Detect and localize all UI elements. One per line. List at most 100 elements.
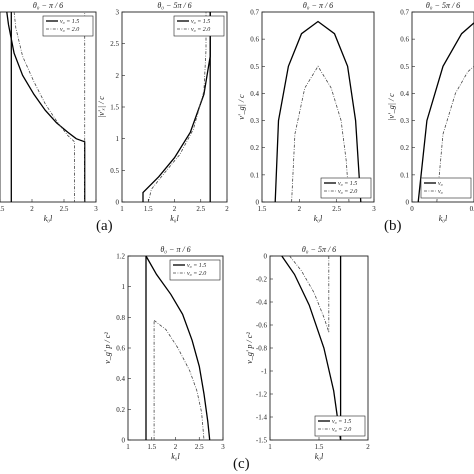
y-tick-label: 0	[256, 199, 260, 207]
x-tick-label: 3	[372, 205, 376, 213]
y-tick-label: 0.7	[400, 9, 409, 17]
panel-title: θ₀ − π / 6	[160, 245, 190, 254]
y-tick-label: 0.7	[250, 9, 259, 17]
x-tick-label: 0.5	[470, 205, 474, 213]
y-tick-label: 3	[116, 9, 120, 17]
caption-b: (b)	[384, 218, 402, 234]
y-tick-label: -1.2	[256, 391, 268, 399]
y-tick-label: 0.2	[400, 144, 409, 152]
y-tick-label: 0.6	[250, 36, 259, 44]
plot-frame	[261, 11, 375, 203]
panel-title: θ₀ − 5π / 6	[426, 1, 460, 10]
series-line	[153, 320, 205, 441]
x-tick-label: 2	[225, 205, 229, 213]
plot-frame	[0, 11, 97, 203]
legend-label: v₀ = 1.5	[60, 19, 79, 25]
x-tick-label: 2	[366, 443, 370, 451]
y-tick-label: -1	[261, 368, 267, 376]
x-axis-label: k₀l	[314, 214, 323, 223]
x-tick-label: 0	[410, 205, 414, 213]
plot-frame	[269, 255, 369, 441]
x-axis-label: k₀l	[171, 452, 180, 461]
panel-c2: θ₀ − 5π / 6 1 1.5 2 0 -0.2 -0.4 -0.6 -0.8 -1 -1.2 -…	[245, 245, 370, 461]
y-axis-label: |v'ₓ| / c	[97, 96, 106, 118]
y-tick-label: 0.3	[400, 117, 409, 125]
panel-title: θ₀ − π / 6	[33, 1, 63, 10]
series-line	[145, 255, 211, 441]
series-line	[417, 22, 474, 203]
x-axis-label: k₀l	[315, 452, 324, 461]
x-axis-label: k₀l	[170, 214, 179, 223]
y-tick-label: 0.1	[250, 171, 259, 179]
y-tick-label: 0.4	[250, 90, 259, 98]
y-tick-label: 0	[264, 253, 268, 261]
y-tick-label: 0.5	[110, 167, 119, 175]
legend-label: v₀ = 2.0	[338, 189, 357, 195]
series-line	[436, 65, 474, 203]
y-axis-label: |v'_g| / c	[387, 93, 396, 121]
series-line	[147, 12, 207, 203]
x-tick-label: 2	[174, 443, 178, 451]
legend-label: v₀	[438, 181, 443, 187]
x-tick-label: 2.5	[195, 443, 204, 451]
x-tick-label: 2	[298, 205, 302, 213]
y-tick-label: 1	[116, 135, 120, 143]
y-tick-label: -0.8	[256, 345, 268, 353]
panel-a2: θ₀ − 5π / 6 1 1.5 2 2.5 2 3 2.5 2 1.5 1 0.5 0 k₀l |v'ₓ…	[97, 1, 229, 223]
y-tick-label: 0.3	[250, 117, 259, 125]
y-tick-label: 1	[122, 283, 126, 291]
y-tick-label: 0.6	[116, 345, 125, 353]
plot-frame	[127, 255, 224, 441]
y-tick-label: -0.6	[256, 322, 268, 330]
y-tick-label: 0.5	[400, 63, 409, 71]
x-tick-label: 2	[173, 205, 177, 213]
y-tick-label: 0.6	[400, 36, 409, 44]
y-tick-label: -1.4	[256, 414, 268, 422]
caption-a: (a)	[96, 218, 113, 234]
legend-label: v₀ = 1.5	[332, 419, 351, 425]
x-tick-label: 1.5	[315, 443, 324, 451]
x-tick-label: 1.5	[258, 205, 267, 213]
panel-b2: θ₀ − 5π / 6 0 0.5 0.7 0.6 0.5 0.4 0.3 0.2 0.1 0 k₀l…	[387, 1, 474, 223]
y-tick-label: 0	[406, 199, 410, 207]
y-tick-label: 1.2	[116, 253, 125, 261]
x-tick-label: 2.5	[332, 205, 341, 213]
y-tick-label: 1.5	[110, 104, 119, 112]
x-tick-label: 1.5	[147, 443, 156, 451]
legend	[420, 177, 472, 199]
y-tick-label: 0.4	[116, 375, 125, 383]
plot-frame	[411, 11, 474, 203]
x-tick-label: 2.5	[60, 205, 69, 213]
legend-label: v₀ = 1.5	[187, 263, 206, 269]
series-line	[13, 11, 75, 202]
y-tick-label: -0.4	[256, 299, 268, 307]
series-line	[291, 65, 350, 203]
y-axis-label: v_g' p / c²	[103, 332, 112, 364]
y-tick-label: 0.8	[116, 314, 125, 322]
y-tick-label: 0.1	[400, 171, 409, 179]
y-tick-label: 0.5	[250, 63, 259, 71]
legend-label: v₀	[438, 189, 443, 195]
plot-frame	[121, 11, 228, 203]
x-tick-label: 1	[268, 443, 272, 451]
x-tick-label: 2	[30, 205, 34, 213]
x-tick-label: 1	[120, 205, 124, 213]
y-axis-label: v'_g| / c	[237, 94, 246, 120]
legend-label: v₀ = 2.0	[60, 27, 79, 33]
y-tick-label: 0	[122, 437, 126, 445]
y-tick-label: -1.5	[256, 437, 268, 445]
y-tick-label: 0.2	[116, 406, 125, 414]
x-tick-label: 1	[126, 443, 130, 451]
panel-c1: θ₀ − π / 6 1 1.5 2 2.5 3 1.2 1 0.8 0.6 0.4 0.2 0 k₀l v…	[103, 245, 225, 461]
series-line	[289, 255, 330, 333]
panel-a1: θ₀ − π / 6 1.5 2 2.5 3 k₀l v₀ = 1.5 v₀ = 2.0	[0, 1, 98, 223]
legend-label: v₀ = 2.0	[187, 271, 206, 277]
y-tick-label: -0.2	[256, 276, 268, 284]
legend-label: v₀ = 1.5	[338, 181, 357, 187]
panel-title: θ₀ − 5π / 6	[157, 1, 191, 10]
series-line	[142, 12, 211, 202]
y-tick-label: 2	[116, 72, 120, 80]
series-line	[281, 255, 342, 441]
x-tick-label: 1.5	[0, 205, 5, 213]
